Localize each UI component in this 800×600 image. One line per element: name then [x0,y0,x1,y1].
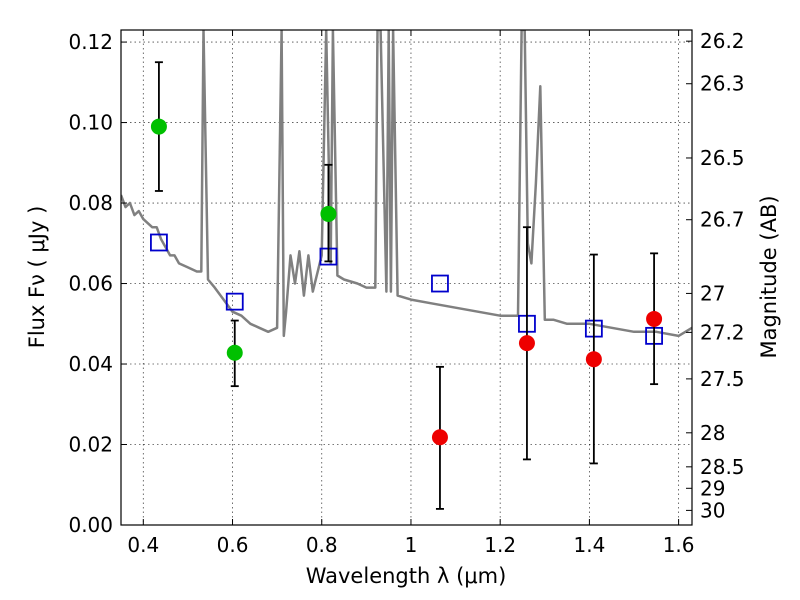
right-axis-label: Magnitude (AB) [757,195,781,358]
data-point [518,335,535,352]
x-tick-label: 1.4 [573,533,605,557]
model-square-point [225,292,244,311]
axis-ticks: 0.4 0.6 0.8 1 1.2 1.4 1.6 0.00 0.02 0.04 0.06 0.08 0… [68,29,744,557]
data-point [431,429,448,446]
right-tick-label: 26.3 [700,72,745,96]
model-square-point [431,274,449,293]
y-tick-label: 0.08 [68,191,113,215]
y-tick-label: 0.10 [68,111,113,135]
right-tick-label: 27 [700,281,725,305]
right-tick-label: 26.5 [700,146,745,170]
y-axis-label: Flux Fν ( μJy ) [25,206,49,349]
x-tick-label: 1.2 [484,533,516,557]
plot-frame [120,29,693,526]
right-tick-label: 28.5 [700,455,745,479]
right-tick-label: 29 [700,476,725,500]
right-tick-label: 30 [700,498,725,522]
data-point [585,351,602,368]
right-tick-label: 26.7 [700,208,745,232]
data-point [320,205,337,222]
right-tick-label: 27.5 [700,367,745,391]
x-axis-label: Wavelength λ (μm) [306,564,507,588]
y-tick-label: 0.04 [68,352,113,376]
y-tick-label: 0.06 [68,272,113,296]
spectrum-line [121,30,692,338]
data-point [226,344,243,361]
plot-area [121,30,692,510]
x-tick-label: 0.4 [127,533,159,557]
x-tick-label: 0.8 [306,533,338,557]
model-square-point [150,233,168,252]
right-tick-label: 27.2 [700,320,745,344]
data-point [150,118,167,135]
x-tick-label: 0.6 [217,533,249,557]
data-point [646,310,663,327]
right-tick-label: 26.2 [700,29,745,53]
x-tick-label: 1 [405,533,418,557]
x-tick-label: 1.6 [663,533,695,557]
y-tick-label: 0.00 [68,513,113,537]
y-tick-label: 0.12 [68,30,113,54]
y-tick-label: 0.02 [68,433,113,457]
grid-lines [121,30,692,526]
right-tick-label: 28 [700,421,725,445]
